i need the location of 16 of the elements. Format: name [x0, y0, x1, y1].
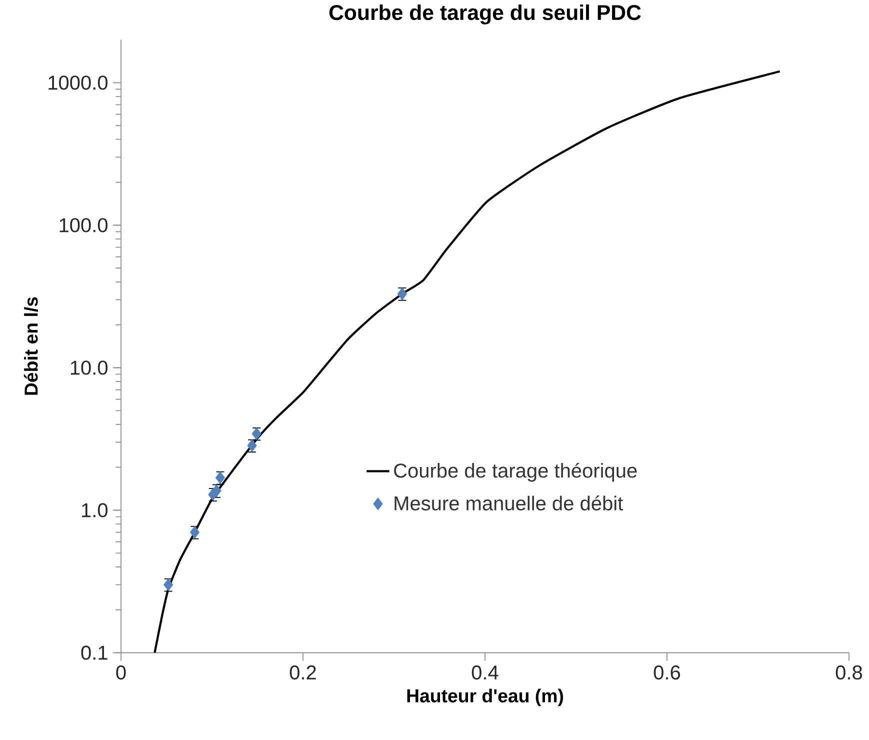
x-tick-label: 0.4: [472, 666, 498, 680]
y-tick-label: 0.1: [81, 646, 108, 660]
y-axis-title: Débit en l/s: [24, 297, 38, 395]
x-tick-label: 0.2: [290, 666, 316, 680]
y-tick-label: 100.0: [60, 218, 108, 232]
x-axis-title: Hauteur d'eau (m): [407, 688, 564, 706]
y-tick-label: 1000.0: [48, 76, 108, 90]
y-tick-label: 10.0: [70, 360, 108, 375]
x-tick-label: 0: [116, 666, 126, 680]
y-tick-label: 1.0: [82, 503, 108, 518]
legend-label: Mesure manuelle de débit: [394, 496, 623, 511]
x-tick-label: 0.8: [836, 666, 862, 680]
legend-label: Courbe de tarage théorique: [394, 462, 637, 482]
x-tick-label: 0.6: [654, 666, 680, 680]
chart-title: Courbe de tarage du seuil PDC: [329, 4, 641, 25]
line-series: [154, 70, 781, 654]
